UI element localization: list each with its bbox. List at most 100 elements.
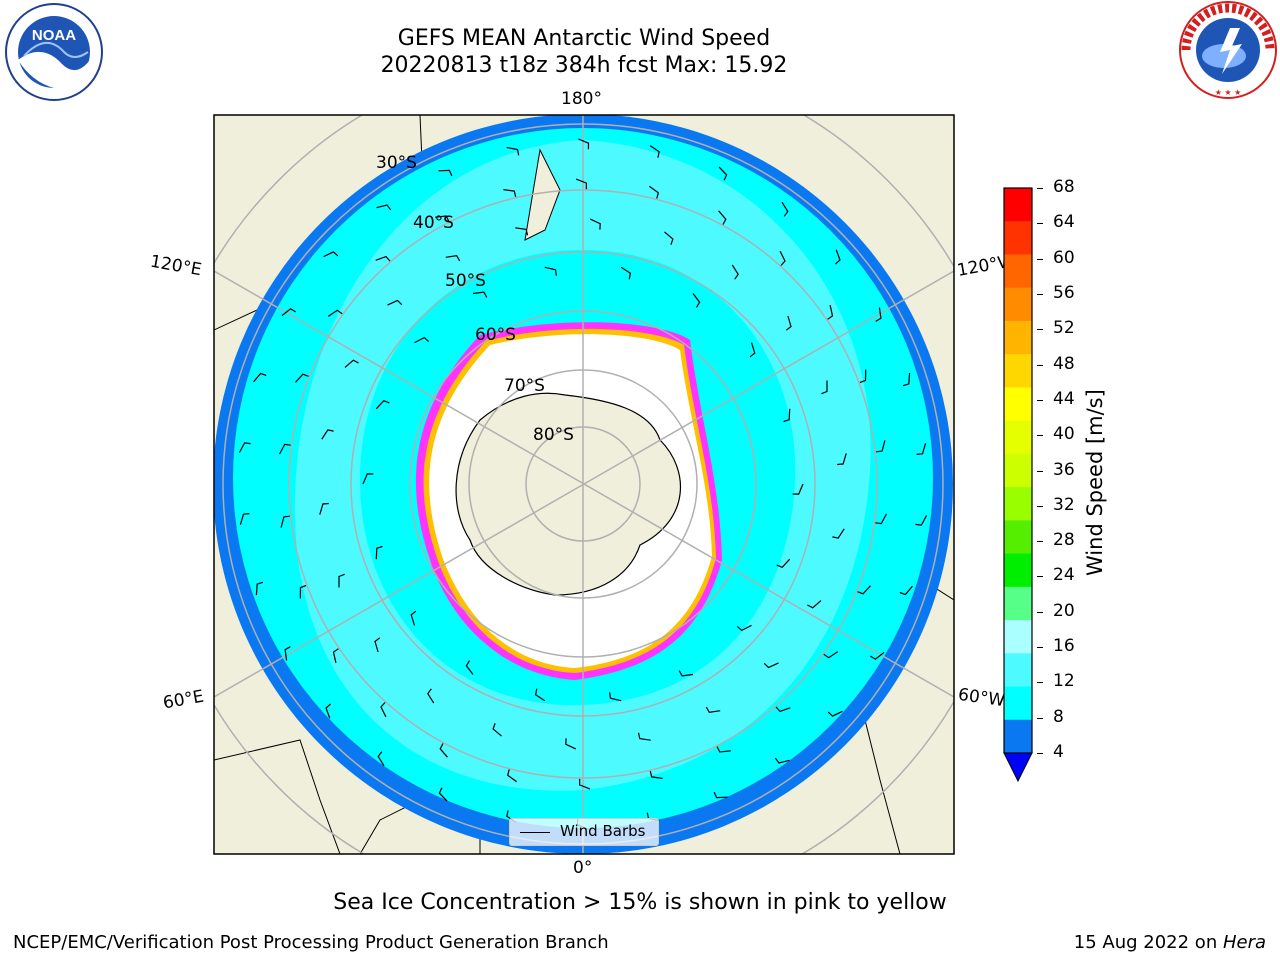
svg-text:★ ★ ★: ★ ★ ★ (1215, 88, 1242, 97)
wind-barb (578, 778, 591, 790)
wind-barb (253, 372, 267, 383)
colorbar-tick-label: 28 (1053, 530, 1075, 551)
colorbar-tick-label: 16 (1053, 636, 1075, 657)
wind-barb (438, 169, 453, 177)
wind-barb (374, 637, 381, 653)
colorbar-segment (1004, 719, 1032, 754)
wind-barb (515, 227, 529, 236)
colorbar-segment (1004, 354, 1032, 388)
colorbar-segment (1004, 320, 1032, 355)
wind-barb (776, 558, 791, 569)
colorbar-tick-label: 60 (1053, 247, 1075, 268)
wind-barb (781, 201, 789, 217)
colorbar-segment (1004, 686, 1032, 721)
wind-barb (534, 688, 546, 702)
wind-barb (749, 342, 756, 358)
map-title: GEFS MEAN Antarctic Wind Speed (397, 26, 771, 51)
wind-barb (763, 662, 779, 669)
colorbar-tick-label: 56 (1053, 282, 1075, 303)
colorbar-tick (1037, 541, 1043, 543)
wind-barb-legend-line (520, 832, 550, 833)
wind-barb (678, 670, 694, 677)
wind-barb (435, 215, 450, 222)
colorbar-tick (1037, 399, 1043, 401)
wind-barb (902, 372, 911, 387)
wind-barb (503, 189, 517, 198)
wind-barb (827, 710, 843, 717)
wind-barb (410, 610, 417, 626)
colorbar-tick-label: 4 (1053, 742, 1064, 762)
colorbar-tick (1037, 682, 1043, 684)
colorbar-segment (1004, 487, 1032, 521)
wind-barb (785, 315, 792, 331)
colorbar-segment (1004, 520, 1032, 555)
wind-barb (713, 791, 728, 799)
colorbar-tick-label: 40 (1053, 424, 1075, 445)
colorbar-segment (1004, 287, 1032, 322)
wind-barb (472, 291, 488, 298)
svg-text:NOAA: NOAA (32, 27, 76, 44)
colorbar-tick (1037, 329, 1043, 331)
wind-barb (507, 769, 518, 783)
wind-barb (506, 146, 520, 156)
lat-label-70s: 70°S (504, 376, 545, 396)
colorbar-segment (1004, 653, 1032, 688)
colorbar-segment (1004, 420, 1032, 455)
wind-barb (869, 651, 885, 660)
wind-barb (915, 515, 928, 526)
wind-barb (875, 513, 888, 525)
wind-barb (837, 453, 847, 466)
wind-barb (445, 255, 461, 262)
lat-label-40s: 40°S (413, 213, 454, 233)
colorbar-tick (1037, 753, 1043, 754)
wind-barb (876, 440, 886, 453)
wind-barb (281, 308, 297, 317)
wind-barb (664, 231, 674, 245)
wind-barb (716, 746, 731, 753)
wind-barb (376, 204, 392, 211)
wind-barb (692, 293, 701, 308)
wind-barb (344, 359, 359, 368)
wind-barb (637, 732, 651, 741)
wind-barb (807, 600, 822, 609)
wind-barb (823, 651, 839, 659)
wind-barbs (238, 138, 928, 830)
wind-barb (609, 692, 622, 702)
colorbar-tick-label: 24 (1053, 565, 1075, 586)
wind-barb (792, 483, 804, 495)
colorbar-tick-label: 64 (1053, 212, 1075, 233)
colorbar-tick (1037, 223, 1043, 225)
colorbar-tick-label: 52 (1053, 318, 1075, 339)
lon-label-180: 180° (561, 89, 602, 109)
noaa-logo: NOAA (5, 3, 103, 101)
colorbar-tick (1037, 258, 1043, 260)
wind-barb (439, 743, 448, 758)
colorbar-tick (1037, 505, 1043, 507)
colorbar (1003, 187, 1033, 783)
colorbar-segment (1004, 221, 1032, 255)
wind-barb (736, 624, 752, 632)
wind-barb (377, 751, 385, 767)
colorbar-tick (1037, 364, 1043, 366)
wind-barb (319, 502, 329, 515)
wind-barb (589, 218, 601, 230)
lat-label-60s: 60°S (475, 325, 516, 345)
wind-barb (362, 473, 374, 485)
wind-barb (578, 138, 590, 150)
colorbar-tick (1037, 470, 1043, 472)
wind-barb (438, 787, 448, 802)
wind-barb (332, 648, 339, 664)
wind-barb (731, 264, 739, 280)
wind-barb (321, 429, 334, 440)
map-subtitle: 20220813 t18z 384h fcst Max: 15.92 (380, 53, 788, 78)
wind-barb (875, 307, 882, 322)
wind-barb (465, 660, 474, 675)
footer-date: 15 Aug 2022 on Hera (1074, 932, 1266, 953)
colorbar-tick-label: 48 (1053, 353, 1075, 374)
wind-barb (718, 166, 728, 181)
wind-barb (255, 581, 264, 596)
colorbar-tick (1037, 188, 1043, 189)
wind-barb (649, 770, 663, 779)
wind-barb (827, 304, 834, 320)
wind-barb (239, 513, 250, 525)
